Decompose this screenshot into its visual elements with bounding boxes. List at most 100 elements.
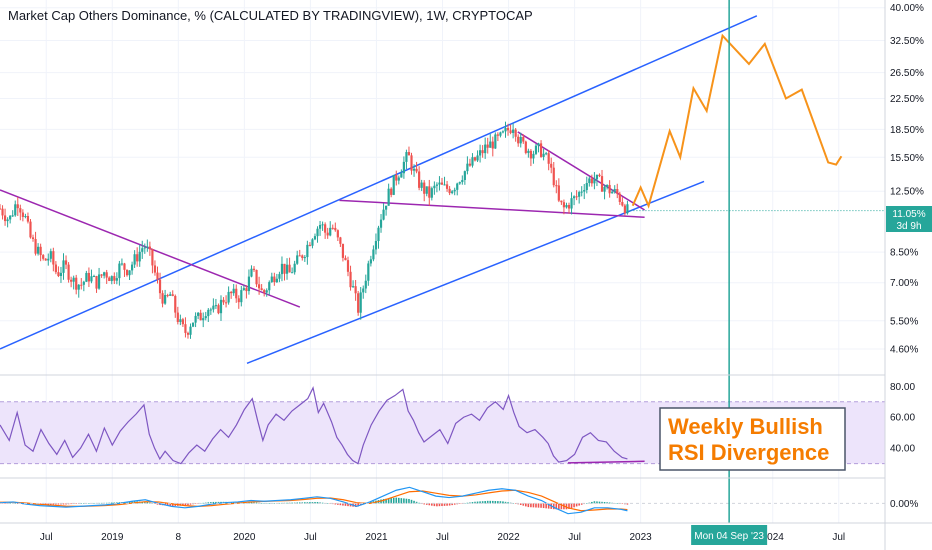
candle-body — [57, 272, 60, 277]
macd-histogram-bar — [55, 503, 57, 505]
candle-body — [194, 315, 197, 323]
macd-histogram-bar — [621, 503, 624, 504]
candle-body — [590, 178, 593, 184]
candle-body — [445, 184, 449, 189]
macd-histogram-bar — [491, 500, 494, 504]
current-price-label: 11.05% — [892, 209, 925, 220]
candle-body — [463, 171, 466, 180]
macd-histogram-bar — [431, 503, 433, 506]
macd-histogram-bar — [448, 503, 451, 506]
price-tick-label: 5.50% — [890, 316, 918, 327]
candle-body — [0, 208, 2, 210]
candle-body — [603, 187, 606, 192]
macd-histogram-bar — [342, 503, 344, 506]
macd-histogram-bar — [171, 503, 174, 507]
candle-body — [481, 150, 484, 154]
candle-body — [369, 259, 372, 264]
macd-histogram-bar — [425, 503, 428, 505]
macd-histogram-bar — [52, 503, 55, 505]
macd-layer — [0, 486, 885, 515]
candle-body — [468, 163, 472, 166]
candle-body — [621, 201, 624, 206]
projection-path[interactable] — [631, 33, 843, 209]
candle-body — [224, 302, 228, 304]
candle-body — [123, 263, 126, 270]
candle-body — [270, 276, 273, 283]
macd-histogram-bar — [527, 503, 530, 508]
candle-body — [588, 178, 591, 184]
rsi-divergence-line[interactable] — [567, 460, 645, 464]
candle-body — [616, 188, 619, 194]
candle-body — [583, 190, 586, 192]
annotation-line-1: Weekly Bullish — [668, 414, 823, 439]
macd-histogram-bar — [296, 502, 299, 504]
macd-histogram-bar — [4, 503, 6, 504]
price-tick-label: 40.00% — [890, 3, 924, 14]
candle-body — [232, 288, 235, 294]
crosshair-date-badge: Mon 04 Sep '23 — [691, 525, 768, 545]
candle-body — [418, 171, 421, 188]
candle-body — [529, 150, 532, 159]
candle-body — [191, 322, 195, 327]
candle-body — [62, 260, 65, 273]
macd-histogram-bar — [260, 503, 263, 504]
candle-body — [593, 179, 596, 184]
macd-histogram-bar — [474, 501, 476, 504]
macd-histogram-bar — [370, 501, 372, 504]
candle-body — [354, 286, 357, 294]
candle-body — [296, 255, 299, 264]
macd-histogram-bar — [291, 502, 293, 504]
candle-body — [461, 179, 464, 183]
macd-histogram-bar — [532, 503, 535, 508]
candle-body — [473, 157, 477, 161]
macd-histogram-bar — [400, 498, 403, 504]
macd-histogram-bar — [189, 503, 192, 505]
candle-body — [16, 204, 19, 209]
candle-body — [301, 255, 304, 258]
macd-histogram-bar — [154, 503, 156, 504]
time-tick-label: 2022 — [497, 532, 520, 543]
candle-body — [14, 204, 17, 216]
candle-body — [204, 316, 207, 319]
macd-histogram-bar — [314, 502, 316, 504]
candle-body — [207, 309, 210, 317]
candle-body — [514, 129, 517, 137]
price-tick-label: 26.50% — [890, 68, 924, 79]
candle-body — [484, 144, 487, 154]
candle-body — [539, 143, 543, 157]
candle-body — [118, 263, 121, 279]
candle-body — [344, 257, 347, 261]
trend-line[interactable] — [0, 15, 758, 350]
rsi-divergence-annotation[interactable]: Weekly Bullish RSI Divergence — [659, 407, 846, 471]
candle-body — [341, 243, 345, 258]
macd-histogram-bar — [484, 501, 486, 504]
crosshair-date-label: Mon 04 Sep '23 — [694, 531, 764, 542]
trend-line[interactable] — [339, 199, 645, 218]
candle-body — [189, 326, 192, 335]
macd-histogram-bar — [143, 501, 146, 504]
candle-body — [440, 182, 444, 185]
macd-histogram-bar — [334, 503, 337, 505]
candle-body — [512, 129, 515, 133]
candle-body — [580, 191, 583, 193]
candle-body — [24, 216, 27, 218]
macd-histogram-bar — [105, 502, 108, 504]
macd-histogram-bar — [166, 503, 169, 506]
candle-body — [524, 141, 527, 153]
candle-body — [85, 272, 88, 282]
candle-body — [209, 309, 212, 311]
time-tick-label: 2023 — [630, 532, 653, 543]
candle-body — [618, 193, 621, 202]
candle-body — [257, 284, 261, 289]
candle-body — [560, 200, 563, 203]
candle-body — [34, 238, 37, 254]
candle-body — [412, 168, 416, 171]
macd-histogram-bar — [187, 503, 189, 506]
candle-body — [110, 276, 113, 282]
candle-body — [509, 130, 512, 133]
macd-tick-label: 0.00% — [890, 499, 918, 510]
candle-body — [410, 155, 413, 171]
macd-histogram-bar — [47, 503, 50, 505]
macd-histogram-bar — [423, 503, 426, 505]
